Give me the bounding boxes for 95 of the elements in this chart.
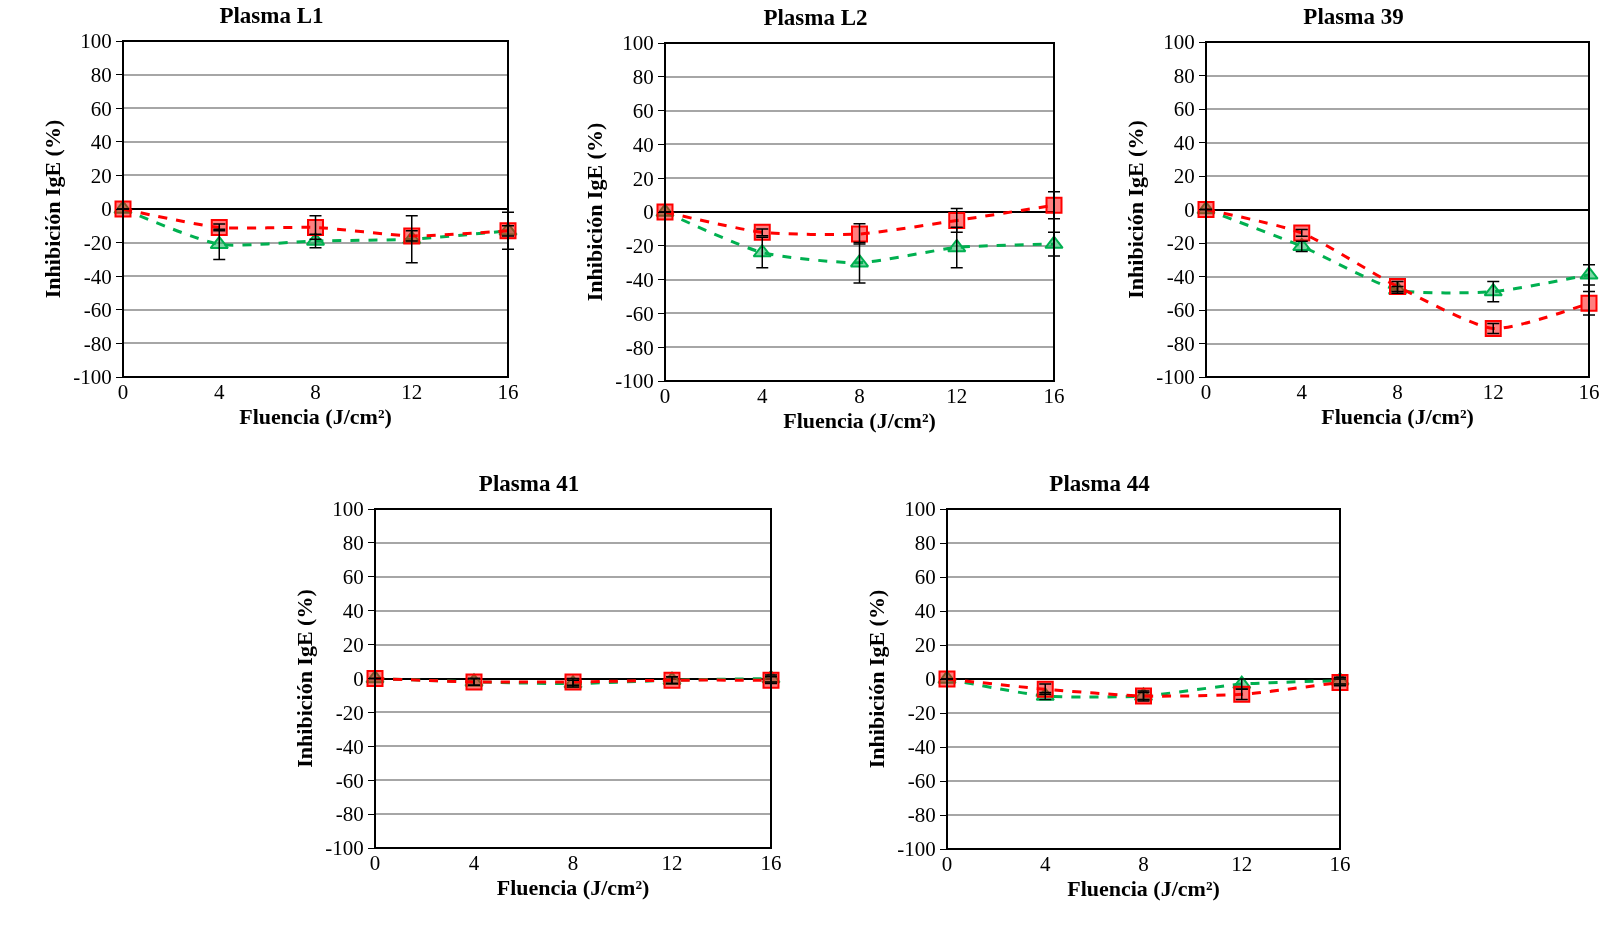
x-tick-label: 4 xyxy=(1040,852,1051,876)
y-tick-label: -60 xyxy=(1166,298,1195,323)
y-tick-label: 80 xyxy=(914,531,936,556)
y-tick-label: -80 xyxy=(83,331,112,356)
x-tick-label: 12 xyxy=(946,384,968,408)
y-tick-label: -20 xyxy=(83,230,112,255)
y-tick-label: -100 xyxy=(1156,365,1195,390)
y-tick-label: -20 xyxy=(625,234,654,259)
chart-title: Plasma 39 xyxy=(1303,4,1404,30)
x-tick-label: 0 xyxy=(659,384,671,408)
y-tick-label: 60 xyxy=(914,565,936,590)
y-tick-label: -100 xyxy=(325,836,364,861)
y-tick-label: 80 xyxy=(90,62,112,87)
x-tick-label: 16 xyxy=(1043,384,1065,408)
y-tick-label: 60 xyxy=(1173,97,1195,122)
y-tick-label: 80 xyxy=(1173,63,1195,88)
x-tick-label: 0 xyxy=(1200,380,1212,404)
x-tick-label: 16 xyxy=(1578,380,1600,404)
x-tick-label: 0 xyxy=(369,851,381,875)
y-tick-label: -20 xyxy=(1166,231,1195,256)
y-tick-label: 40 xyxy=(1173,130,1195,155)
y-axis-title: Inhibición IgE (%) xyxy=(292,589,318,768)
y-tick-label: -80 xyxy=(1166,331,1195,356)
y-tick-label: 20 xyxy=(632,166,654,191)
y-tick-label: -20 xyxy=(335,700,364,725)
y-tick-label: -60 xyxy=(335,768,364,793)
y-tick-label: 0 xyxy=(101,197,112,222)
x-tick-label: 12 xyxy=(1482,380,1504,404)
y-tick-label: 100 xyxy=(80,29,112,54)
y-axis-title: Inhibición IgE (%) xyxy=(582,122,608,302)
x-tick-label: 8 xyxy=(310,380,321,404)
y-tick-label: -80 xyxy=(907,803,936,828)
y-tick-label: 60 xyxy=(632,98,654,123)
y-tick-label: -60 xyxy=(83,298,112,323)
y-tick-label: 60 xyxy=(342,565,364,590)
y-tick-label: -40 xyxy=(1166,264,1195,289)
y-tick-label: -60 xyxy=(907,769,936,794)
chart-title: Plasma L2 xyxy=(763,5,868,31)
x-tick-label: 12 xyxy=(401,380,423,404)
y-tick-label: 80 xyxy=(342,531,364,556)
x-axis-title: Fluencia (J/cm²) xyxy=(239,404,392,429)
x-tick-label: 4 xyxy=(757,384,768,408)
x-axis-title: Fluencia (J/cm²) xyxy=(1067,876,1220,901)
x-tick-label: 8 xyxy=(1392,380,1403,404)
y-tick-label: -40 xyxy=(907,735,936,760)
y-tick-label: 40 xyxy=(914,599,936,624)
y-tick-label: -80 xyxy=(335,802,364,827)
y-tick-label: -40 xyxy=(625,267,654,292)
y-tick-label: -100 xyxy=(897,837,936,862)
x-tick-label: 0 xyxy=(117,380,129,404)
y-tick-label: 40 xyxy=(632,132,654,157)
y-tick-label: -80 xyxy=(625,335,654,360)
y-tick-label: 0 xyxy=(925,667,936,692)
y-tick-label: 100 xyxy=(332,497,364,522)
x-tick-label: 4 xyxy=(1296,380,1308,404)
x-axis-title: Fluencia (J/cm²) xyxy=(783,408,936,433)
x-tick-label: 8 xyxy=(1138,852,1149,876)
x-tick-label: 16 xyxy=(760,851,782,875)
x-axis-title: Fluencia (J/cm²) xyxy=(1321,404,1474,429)
x-tick-label: 4 xyxy=(468,851,480,875)
chart-title: Plasma 41 xyxy=(478,471,580,497)
y-tick-label: 100 xyxy=(904,497,936,522)
y-tick-label: 20 xyxy=(90,163,112,188)
chart-title: Plasma L1 xyxy=(219,3,324,29)
y-tick-label: -40 xyxy=(335,734,364,759)
x-tick-label: 12 xyxy=(661,851,683,875)
x-tick-label: 4 xyxy=(214,380,225,404)
y-tick-label: -100 xyxy=(615,369,654,394)
x-tick-label: 16 xyxy=(1329,852,1351,876)
y-tick-label: 0 xyxy=(353,666,364,691)
x-axis-title: Fluencia (J/cm²) xyxy=(496,875,650,900)
y-tick-label: 20 xyxy=(914,633,936,658)
x-tick-label: 16 xyxy=(497,380,519,404)
y-tick-label: -60 xyxy=(625,301,654,326)
y-tick-label: 20 xyxy=(342,632,364,657)
y-tick-label: 60 xyxy=(90,96,112,121)
y-tick-label: 100 xyxy=(1163,30,1195,55)
y-tick-label: 20 xyxy=(1173,164,1195,189)
x-tick-label: 8 xyxy=(567,851,579,875)
y-tick-label: 80 xyxy=(632,65,654,90)
y-tick-label: 40 xyxy=(342,599,364,624)
y-tick-label: 100 xyxy=(622,31,654,56)
y-tick-label: -100 xyxy=(73,365,112,390)
y-tick-label: 40 xyxy=(90,130,112,155)
y-axis-title: Inhibición IgE (%) xyxy=(40,119,66,299)
x-tick-label: 0 xyxy=(941,852,953,876)
x-tick-label: 12 xyxy=(1231,852,1253,876)
y-tick-label: -20 xyxy=(907,701,936,726)
x-tick-label: 8 xyxy=(854,384,865,408)
y-tick-label: 0 xyxy=(1184,197,1195,222)
y-axis-title: Inhibición IgE (%) xyxy=(1123,120,1149,299)
y-tick-label: 0 xyxy=(643,200,654,225)
y-axis-title: Inhibición IgE (%) xyxy=(864,589,890,769)
y-tick-label: -40 xyxy=(83,264,112,289)
chart-title: Plasma 44 xyxy=(1049,471,1151,497)
